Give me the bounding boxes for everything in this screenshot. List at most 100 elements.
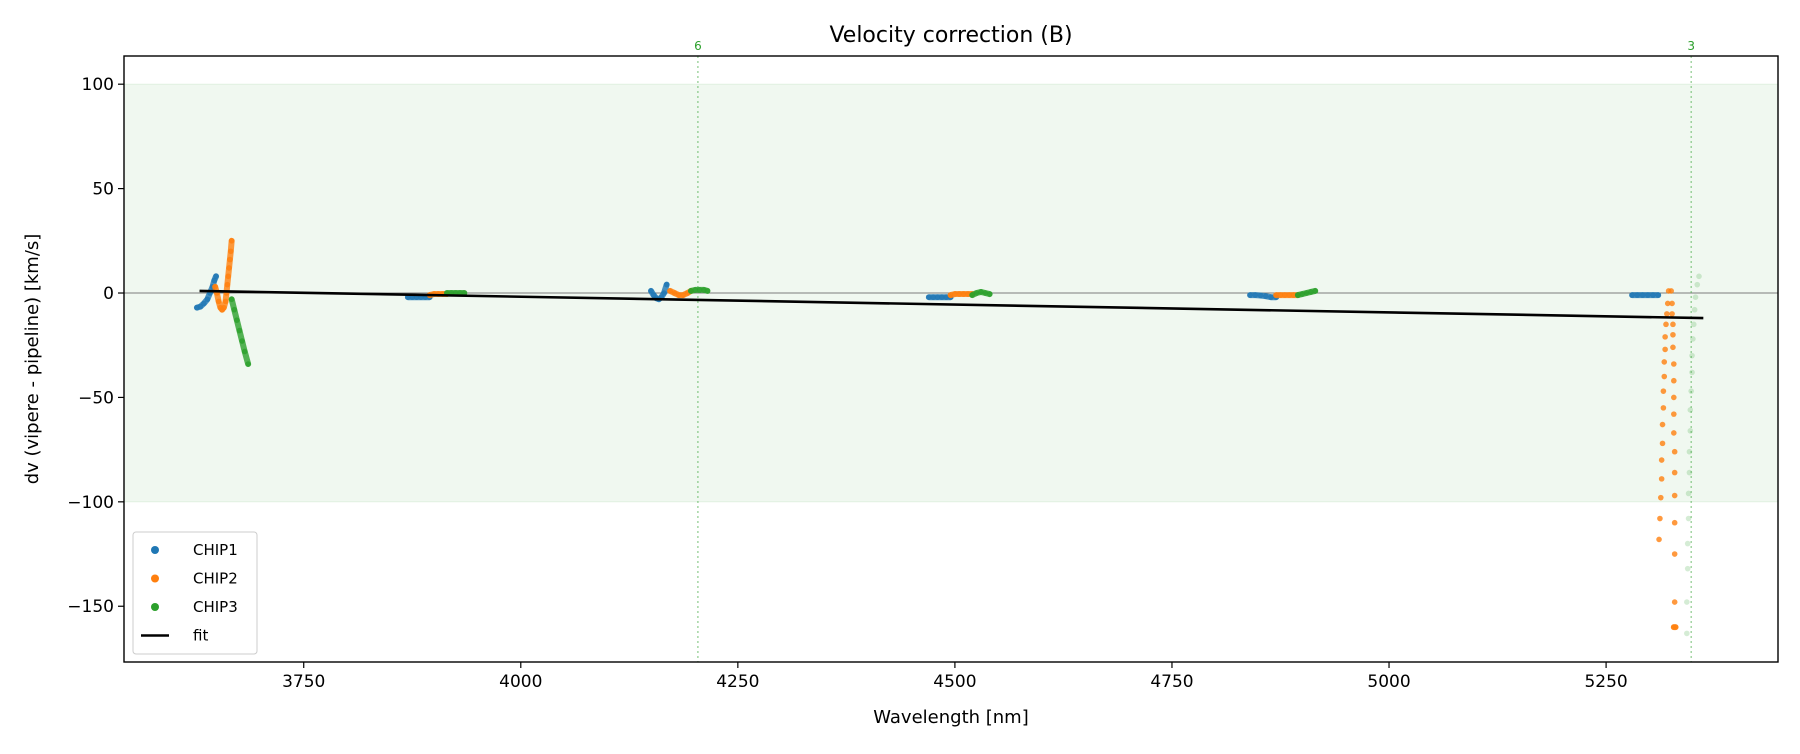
y-tick-label: −100: [67, 493, 114, 513]
data-point: [680, 292, 686, 298]
data-point: [1671, 361, 1677, 367]
data-point: [986, 291, 993, 297]
legend-marker-chip2: [151, 574, 159, 583]
data-point: [1303, 290, 1310, 296]
data-point: [973, 290, 980, 296]
data-point: [1664, 311, 1670, 317]
x-tick-label: 3750: [282, 672, 325, 692]
data-point: [704, 288, 711, 294]
data-point: [1257, 292, 1264, 299]
legend-label: fit: [193, 627, 208, 645]
data-point: [1629, 292, 1635, 298]
data-point: [1671, 394, 1677, 401]
data-point: [1671, 492, 1678, 499]
data-point: [926, 294, 932, 300]
data-point: [1657, 494, 1664, 501]
data-point: [671, 290, 678, 296]
data-point: [1687, 428, 1694, 434]
data-point: [1685, 490, 1692, 497]
data-point: [663, 281, 670, 288]
data-point: [1663, 321, 1669, 328]
legend-label: CHIP1: [193, 541, 238, 559]
data-point: [1671, 519, 1678, 526]
data-point: [1685, 515, 1692, 522]
y-tick-label: 0: [103, 284, 114, 304]
data-point: [947, 292, 954, 298]
data-point: [969, 292, 976, 298]
data-point: [212, 283, 218, 290]
data-point: [1312, 288, 1319, 294]
data-point: [1691, 306, 1698, 313]
data-point: [1262, 293, 1269, 299]
data-point: [226, 265, 232, 271]
data-point: [1662, 346, 1668, 353]
y-tick-label: 100: [82, 75, 114, 95]
y-axis-ticks: 100 50 0 −50 −100 −150: [67, 75, 124, 617]
data-point: [648, 288, 654, 294]
data-point: [1669, 300, 1675, 307]
data-point: [1658, 476, 1665, 482]
data-point: [1650, 292, 1656, 298]
data-point: [1273, 292, 1279, 298]
data-point: [1658, 457, 1665, 463]
data-point: [943, 294, 950, 300]
data-point: [1268, 294, 1274, 300]
data-point: [1684, 599, 1690, 605]
data-point: [1671, 377, 1677, 384]
data-point: [688, 288, 694, 294]
plot-clip-group: [124, 56, 1778, 662]
data-point: [1670, 331, 1676, 338]
data-point: [1662, 334, 1668, 340]
legend-label: CHIP3: [193, 598, 238, 616]
data-point: [1672, 624, 1679, 630]
data-point: [1690, 336, 1696, 342]
data-point: [667, 288, 673, 294]
data-point: [1670, 344, 1676, 351]
order-marker-label: 3: [1687, 39, 1695, 53]
y-tick-label: −50: [78, 388, 114, 408]
data-point: [982, 290, 989, 296]
data-point: [676, 292, 682, 298]
data-point: [960, 291, 967, 297]
data-point: [1696, 273, 1702, 280]
data-point: [696, 287, 703, 293]
data-point: [204, 296, 211, 303]
data-point: [1277, 292, 1284, 298]
data-point: [1655, 292, 1661, 298]
x-axis-ticks: 3750 4000 4250 4500 4750 5000 5250: [282, 662, 1628, 692]
data-point: [1247, 292, 1253, 298]
data-point: [930, 294, 937, 300]
data-point: [225, 273, 231, 280]
data-point: [956, 291, 963, 297]
data-point: [1282, 292, 1288, 298]
data-point: [1671, 430, 1677, 436]
data-point: [1694, 281, 1701, 288]
x-axis-label: Wavelength [nm]: [873, 707, 1029, 728]
data-point: [1689, 352, 1695, 359]
y-tick-label: −150: [67, 597, 114, 617]
data-point: [227, 248, 234, 255]
data-point: [1308, 289, 1314, 295]
order-marker-label: 6: [694, 39, 702, 53]
x-tick-label: 4500: [933, 672, 976, 692]
data-point: [1671, 448, 1678, 455]
data-point: [224, 281, 231, 288]
data-point: [213, 273, 219, 280]
data-point: [1670, 321, 1676, 328]
data-point: [939, 294, 945, 300]
data-point: [228, 238, 235, 244]
x-tick-label: 5250: [1584, 672, 1627, 692]
data-point: [201, 300, 207, 307]
data-point: [1290, 292, 1297, 298]
data-point: [1299, 291, 1306, 297]
chart-title: Velocity correction (B): [829, 23, 1072, 48]
data-point: [1684, 565, 1691, 572]
data-point: [1687, 407, 1694, 413]
data-point: [234, 317, 240, 323]
data-point: [1644, 292, 1651, 298]
data-point: [241, 348, 248, 355]
data-point: [215, 298, 222, 305]
x-tick-label: 4250: [716, 672, 759, 692]
